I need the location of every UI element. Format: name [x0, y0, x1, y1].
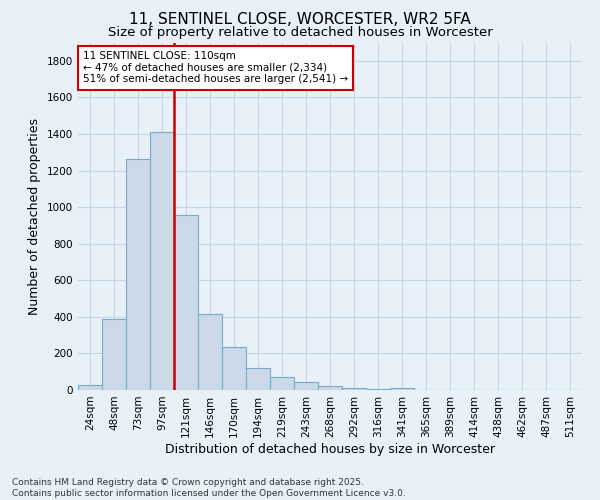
Bar	[318, 386, 342, 390]
Bar	[342, 388, 366, 390]
Text: 11 SENTINEL CLOSE: 110sqm
← 47% of detached houses are smaller (2,334)
51% of se: 11 SENTINEL CLOSE: 110sqm ← 47% of detac…	[83, 51, 348, 84]
Text: Contains HM Land Registry data © Crown copyright and database right 2025.
Contai: Contains HM Land Registry data © Crown c…	[12, 478, 406, 498]
Bar	[102, 318, 126, 390]
Y-axis label: Number of detached properties: Number of detached properties	[28, 118, 41, 315]
Bar	[366, 389, 390, 390]
Bar	[222, 347, 246, 390]
Text: Size of property relative to detached houses in Worcester: Size of property relative to detached ho…	[107, 26, 493, 39]
Bar	[150, 132, 174, 390]
X-axis label: Distribution of detached houses by size in Worcester: Distribution of detached houses by size …	[165, 442, 495, 456]
Bar	[78, 386, 102, 390]
Bar	[390, 388, 414, 390]
Bar	[174, 216, 198, 390]
Bar	[294, 382, 318, 390]
Bar	[270, 377, 294, 390]
Bar	[246, 368, 270, 390]
Bar	[126, 158, 150, 390]
Bar	[198, 314, 222, 390]
Text: 11, SENTINEL CLOSE, WORCESTER, WR2 5FA: 11, SENTINEL CLOSE, WORCESTER, WR2 5FA	[129, 12, 471, 28]
